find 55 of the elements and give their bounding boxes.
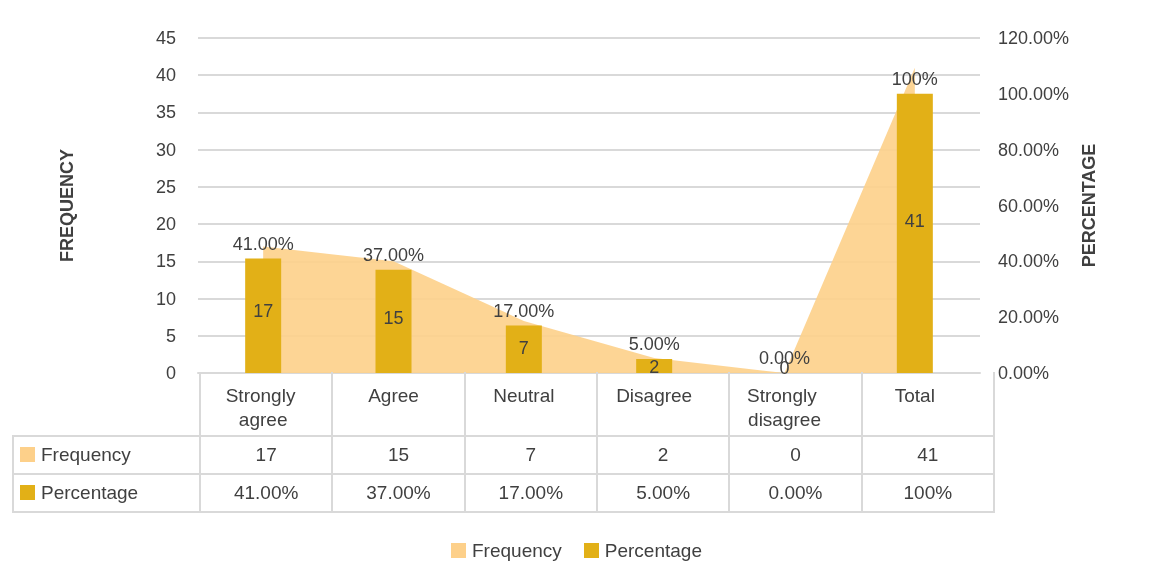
x-tick-label: Strongly agree bbox=[225, 384, 301, 430]
y2-tick-label: 40.00% bbox=[998, 251, 1060, 272]
x-tick-label: Agree bbox=[368, 384, 419, 406]
y-tick-label: 5 bbox=[165, 325, 176, 346]
text: 15 bbox=[383, 308, 404, 329]
y-tick-label: 0 bbox=[165, 363, 176, 383]
bar bbox=[245, 258, 282, 373]
x-tick-label: Disagree bbox=[616, 384, 693, 406]
y2-tick-label: 0.00% bbox=[998, 363, 1050, 383]
text: 41.00% bbox=[232, 233, 294, 254]
y-tick-label: 15 bbox=[155, 251, 176, 272]
x-tick-label: Neutral bbox=[493, 384, 555, 406]
data-label: 2 bbox=[596, 436, 730, 474]
text: 17 bbox=[253, 300, 274, 321]
y-tick-label: 45 bbox=[155, 28, 176, 48]
text: Percentage bbox=[604, 540, 702, 561]
data-label: 37.00% bbox=[332, 474, 465, 512]
y2-tick-label: 100.00% bbox=[998, 83, 1070, 104]
data-label: 100% bbox=[861, 474, 994, 512]
legend-label: Percentage bbox=[13, 474, 200, 512]
data-label: 7 bbox=[464, 436, 597, 474]
data-label: 17 bbox=[200, 436, 333, 474]
bar bbox=[375, 269, 412, 373]
data-label: 17.00% bbox=[464, 474, 597, 512]
y2-tick-label: 80.00% bbox=[998, 139, 1060, 160]
y-tick-label: 10 bbox=[155, 288, 176, 309]
y2-tick-label: 120.00% bbox=[998, 28, 1070, 48]
text: 5.00% bbox=[628, 334, 680, 355]
data-label: 41.00% bbox=[200, 474, 333, 512]
y2-tick-label: 60.00% bbox=[998, 195, 1060, 216]
data-label: 41 bbox=[861, 436, 994, 474]
y-tick-label: 20 bbox=[155, 214, 176, 235]
y2-tick-label: 20.00% bbox=[998, 307, 1060, 328]
text: Frequency bbox=[472, 540, 562, 561]
data-label: 0.00% bbox=[729, 474, 862, 512]
y2-axis-title: PERCENTAGE bbox=[1079, 143, 1099, 268]
data-label: 15 bbox=[332, 436, 465, 474]
text: 100% bbox=[891, 68, 938, 89]
y-tick-label: 30 bbox=[155, 139, 176, 160]
text: 17.00% bbox=[493, 300, 555, 321]
text: 41 bbox=[904, 211, 925, 232]
x-tick-label: Strongly disagree bbox=[747, 384, 822, 430]
y-axis-title: FREQUENCY bbox=[57, 148, 77, 263]
y-tick-label: 25 bbox=[155, 176, 176, 197]
x-tick-label: Total bbox=[894, 384, 935, 406]
data-label: 5.00% bbox=[596, 474, 730, 512]
bar bbox=[896, 93, 933, 373]
bar bbox=[505, 325, 542, 373]
data-label: 0 bbox=[729, 436, 862, 474]
text: 2 bbox=[649, 356, 660, 377]
y-tick-label: 40 bbox=[155, 65, 176, 86]
text: 7 bbox=[518, 337, 529, 358]
y-tick-label: 35 bbox=[155, 102, 176, 123]
legend-label: Frequency bbox=[13, 436, 200, 474]
text: 37.00% bbox=[362, 244, 425, 265]
